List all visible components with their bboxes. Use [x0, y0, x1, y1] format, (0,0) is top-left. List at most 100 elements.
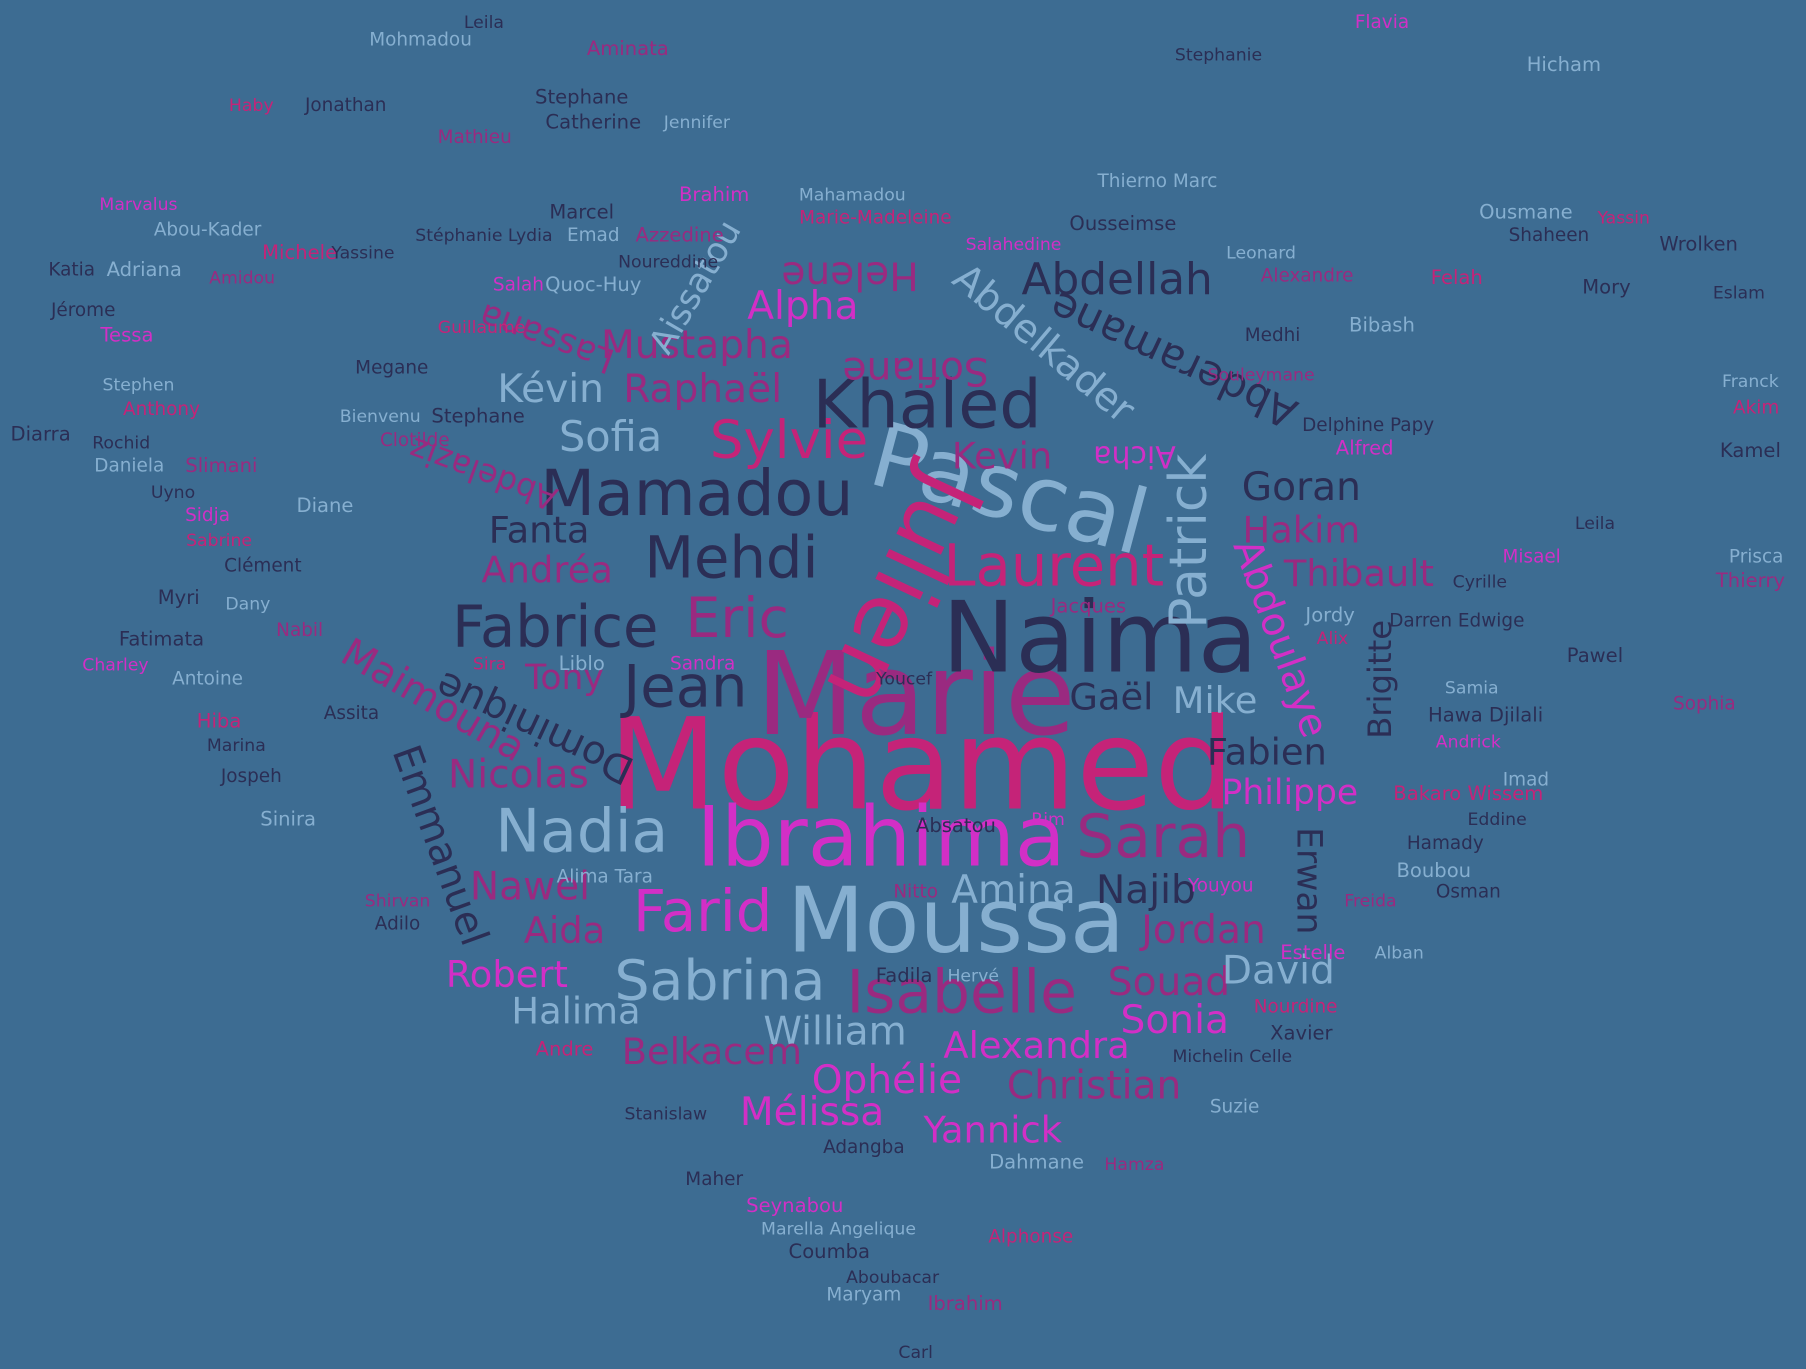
word: Amidou — [209, 269, 275, 289]
word: Adriana — [107, 258, 182, 281]
word: Thibault — [1283, 552, 1434, 595]
word: Nitto — [893, 881, 938, 902]
word: Patrick — [1159, 454, 1219, 629]
word: Freida — [1344, 892, 1396, 912]
word: Eddine — [1468, 810, 1527, 830]
word: Jérome — [50, 300, 115, 321]
word: Robert — [446, 953, 568, 996]
word: Franck — [1722, 372, 1779, 392]
word: Daniela — [94, 455, 164, 476]
word: Alima Tara — [557, 866, 653, 887]
word: Haby — [229, 96, 274, 116]
word: Nabil — [276, 620, 323, 641]
word: Hawa Djilali — [1428, 704, 1543, 727]
word: Mamadou — [540, 456, 853, 530]
word: Ousmane — [1479, 201, 1572, 224]
word: Andre — [536, 1038, 594, 1061]
word: Prisca — [1729, 546, 1783, 567]
word: Slimani — [185, 454, 257, 477]
word: Mathieu — [438, 127, 512, 148]
word: Stephane — [535, 85, 628, 108]
word: Alpha — [747, 284, 858, 329]
word: Marcel — [549, 201, 614, 224]
word: David — [1222, 948, 1335, 993]
word: Sophia — [1673, 694, 1736, 715]
word: Marie-Madeleine — [799, 208, 952, 229]
word: Jordy — [1303, 603, 1354, 626]
word: Sabrina — [614, 950, 825, 1014]
word: Osman — [1436, 881, 1501, 902]
word: Marella Angelique — [761, 1220, 916, 1240]
word: Isabelle — [847, 958, 1077, 1028]
word: Alix — [1317, 629, 1349, 649]
word: Sabrine — [186, 531, 252, 551]
word: Carl — [898, 1343, 933, 1363]
word: Andrick — [1436, 733, 1501, 753]
word: Yannick — [923, 1108, 1063, 1151]
word: Nawel — [470, 864, 590, 909]
word: Salahedine — [966, 235, 1062, 255]
word: Bienvenu — [340, 407, 421, 427]
word: Youcef — [875, 669, 933, 689]
word: Boubou — [1397, 859, 1472, 882]
word: Hakim — [1243, 508, 1361, 551]
word: Medhi — [1245, 325, 1301, 346]
word: Seynabou — [746, 1194, 843, 1217]
word: Jonathan — [304, 95, 386, 116]
word: Erwan — [1289, 827, 1329, 934]
word: Stephen — [103, 376, 175, 396]
word: Delphine Papy — [1302, 415, 1434, 436]
word: Hamady — [1407, 833, 1484, 854]
word: Imad — [1503, 770, 1549, 791]
word: Shirvan — [365, 892, 431, 912]
word: Fanta — [489, 508, 590, 551]
word: Yassin — [1597, 209, 1650, 229]
word: Wrolken — [1659, 233, 1738, 256]
word: Thierno Marc — [1097, 171, 1218, 192]
word: Xavier — [1270, 1021, 1333, 1044]
word: Estelle — [1280, 941, 1345, 964]
word: Noureddine — [618, 253, 718, 273]
word: Aida — [524, 909, 605, 952]
word: Suzie — [1210, 1097, 1259, 1118]
word: Ophélie — [812, 1058, 962, 1103]
word: Helene — [781, 252, 918, 297]
word: Nourdine — [1254, 996, 1338, 1017]
word: Hicham — [1527, 53, 1601, 76]
word: Guillaume — [438, 318, 526, 338]
word: Diane — [297, 494, 354, 517]
word: Alexandra — [943, 1024, 1129, 1067]
word: Katia — [48, 260, 95, 281]
word: Souad — [1108, 960, 1230, 1005]
word: Emad — [567, 225, 620, 246]
word: Moussa — [787, 869, 1125, 973]
word: Alfred — [1336, 437, 1394, 460]
word: Fabrice — [452, 594, 658, 661]
word: Mahamadou — [799, 186, 906, 206]
word: Jacques — [1049, 594, 1127, 617]
word: Stephanie — [1175, 45, 1262, 65]
word: Charley — [82, 656, 148, 676]
word: Ibrahim — [928, 1292, 1003, 1315]
word: Myri — [158, 586, 200, 609]
word: Liblo — [559, 652, 605, 675]
word: Mory — [1582, 275, 1630, 298]
word: Coumba — [789, 1240, 871, 1263]
word: Belkacem — [622, 1030, 802, 1073]
word: Goran — [1242, 465, 1361, 510]
word: Christian — [1007, 1064, 1181, 1109]
word: Uyno — [151, 483, 195, 503]
word: Mohamed — [608, 690, 1234, 838]
word: Kévin — [497, 367, 604, 412]
word: Hamza — [1104, 1155, 1164, 1175]
word: Rochid — [92, 433, 150, 453]
word: Sarah — [1076, 802, 1250, 872]
word: Halima — [511, 990, 640, 1033]
word: Diarra — [11, 423, 71, 446]
word: Salah — [493, 275, 544, 296]
word: Tessa — [99, 324, 153, 347]
word: Sonia — [1121, 998, 1229, 1043]
word: Michele — [262, 241, 337, 264]
word: Assita — [324, 703, 379, 724]
word: Leila — [464, 13, 504, 33]
